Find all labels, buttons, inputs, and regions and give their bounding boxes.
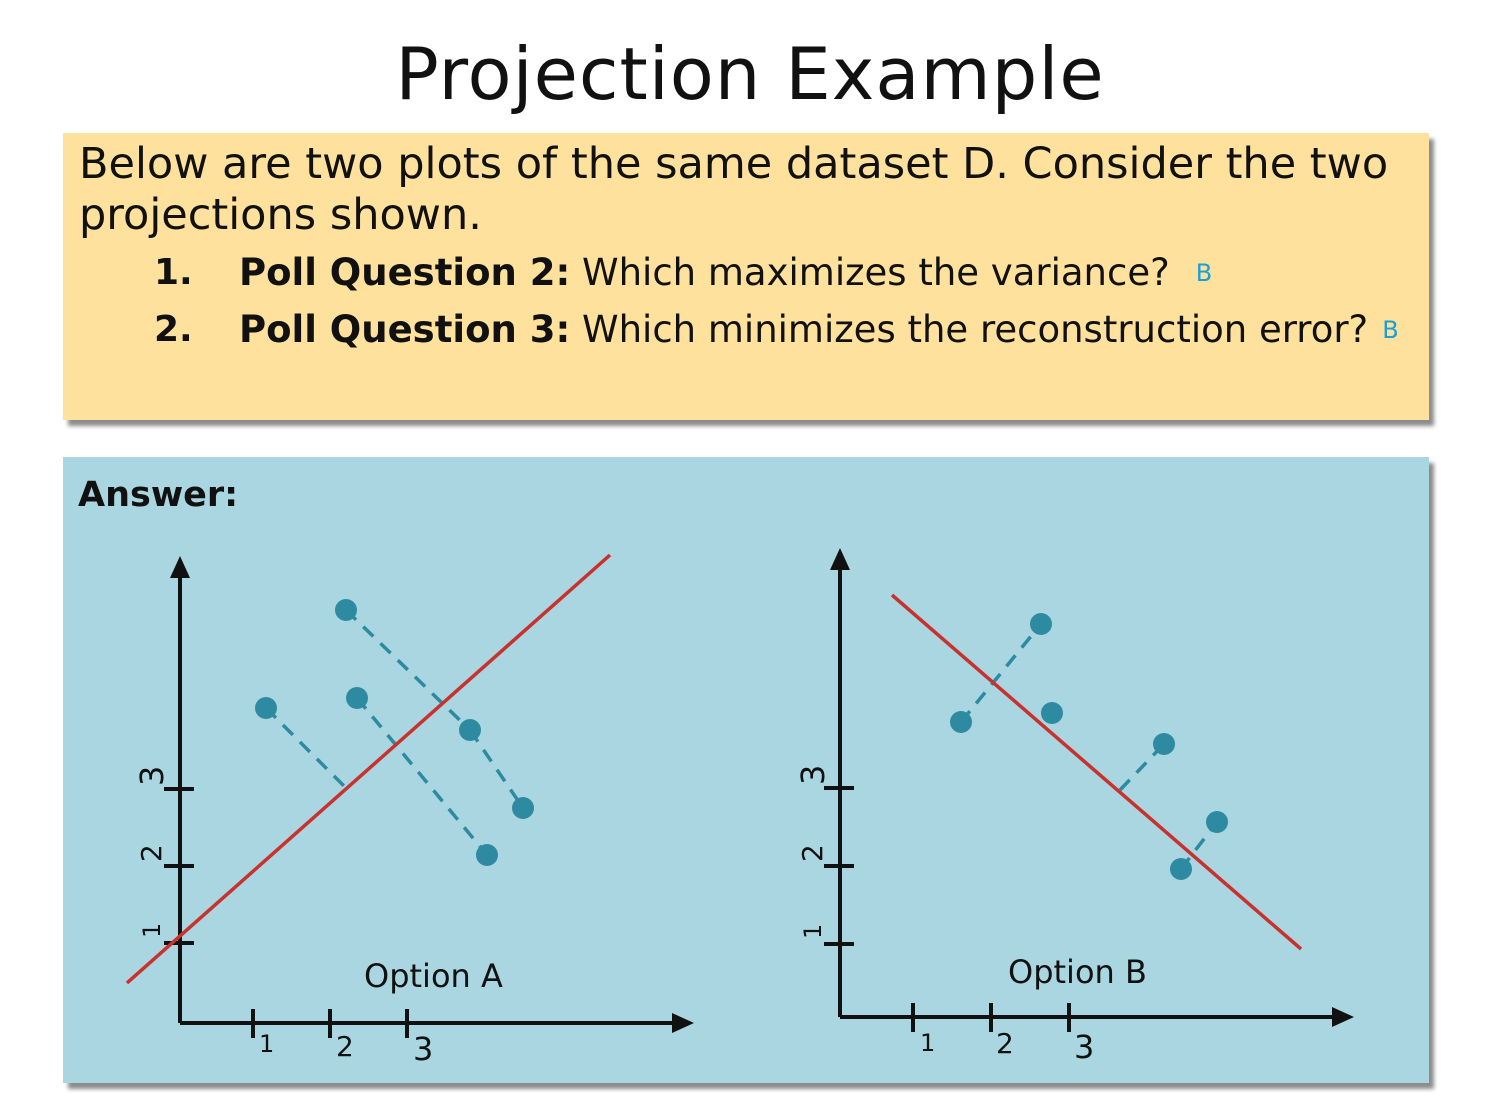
data-point — [1030, 613, 1052, 635]
question-number: 1. — [154, 252, 193, 293]
y-tick-label: 3 — [133, 766, 171, 786]
data-point — [476, 844, 498, 866]
data-point — [1206, 811, 1228, 833]
question-label: Poll Question 2: — [239, 251, 571, 294]
answer-label: Answer: — [78, 475, 239, 515]
y-tick-label: 1 — [138, 923, 166, 938]
projection-line — [125, 553, 612, 985]
x-tick-label: 1 — [920, 1029, 935, 1057]
data-point — [335, 599, 357, 621]
data-point — [1041, 702, 1063, 724]
x-tick-label: 3 — [413, 1030, 433, 1068]
y-tick-label: 3 — [794, 765, 832, 785]
question-answer: B — [1195, 259, 1213, 287]
x-axis-arrow-icon — [1332, 1007, 1354, 1027]
y-tick-label: 2 — [796, 844, 829, 862]
projection-dash — [959, 622, 1043, 724]
data-point — [1153, 733, 1175, 755]
data-point — [512, 797, 534, 819]
x-tick-label: 2 — [996, 1027, 1014, 1060]
plot-option-a: 1 2 3 1 2 3 Option A — [125, 553, 694, 1068]
projection-dash — [264, 706, 348, 790]
question-text-wrapper: Poll Question 2: Which maximizes the var… — [239, 250, 1212, 296]
projection-line — [890, 593, 1303, 951]
plot-caption: Option B — [1008, 953, 1147, 991]
x-tick-label: 2 — [336, 1030, 354, 1063]
question-answer: B — [1382, 316, 1399, 344]
data-point — [255, 697, 277, 719]
projection-dash — [355, 696, 489, 857]
question-label: Poll Question 3: — [239, 308, 571, 351]
projection-dash — [468, 729, 525, 809]
projection-dash — [344, 608, 472, 732]
x-axis-arrow-icon — [672, 1013, 694, 1033]
y-tick-label: 2 — [135, 844, 168, 862]
y-axis-arrow-icon — [170, 556, 190, 578]
plot-caption: Option A — [364, 957, 503, 995]
question-intro: Below are two plots of the same dataset … — [79, 139, 1389, 240]
question-number: 2. — [154, 309, 193, 350]
data-point — [346, 687, 368, 709]
data-point — [459, 719, 481, 741]
x-tick-label: 1 — [259, 1030, 274, 1058]
data-point — [1170, 858, 1192, 880]
question-text: Which minimizes the reconstruction error… — [570, 308, 1369, 351]
y-axis-arrow-icon — [830, 548, 850, 570]
question-box: Below are two plots of the same dataset … — [63, 133, 1429, 420]
plot-option-b: 1 2 3 1 2 3 Option B — [794, 548, 1354, 1066]
answer-box: Answer: — [63, 457, 1429, 1083]
page-title: Projection Example — [395, 32, 1105, 116]
x-tick-label: 3 — [1074, 1028, 1094, 1066]
question-text-wrapper: Poll Question 3: Which minimizes the rec… — [239, 307, 1399, 353]
y-tick-label: 1 — [799, 924, 827, 939]
data-point — [950, 711, 972, 733]
question-text: Which maximizes the variance? — [570, 251, 1170, 294]
